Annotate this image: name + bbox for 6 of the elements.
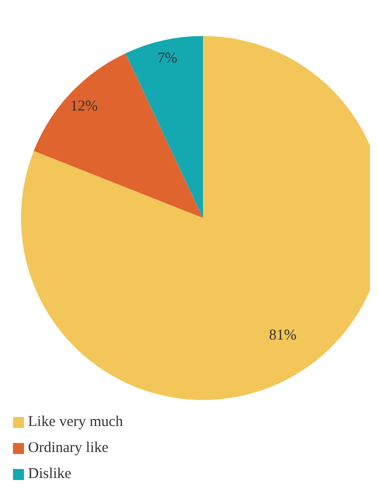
legend-label: Like very much: [28, 414, 123, 430]
legend-label: Ordinary like: [28, 440, 108, 456]
legend-label: Dislike: [28, 466, 72, 482]
data-label: 7%: [157, 50, 178, 67]
data-label: 12%: [70, 98, 98, 114]
data-label: 81%: [269, 327, 297, 344]
